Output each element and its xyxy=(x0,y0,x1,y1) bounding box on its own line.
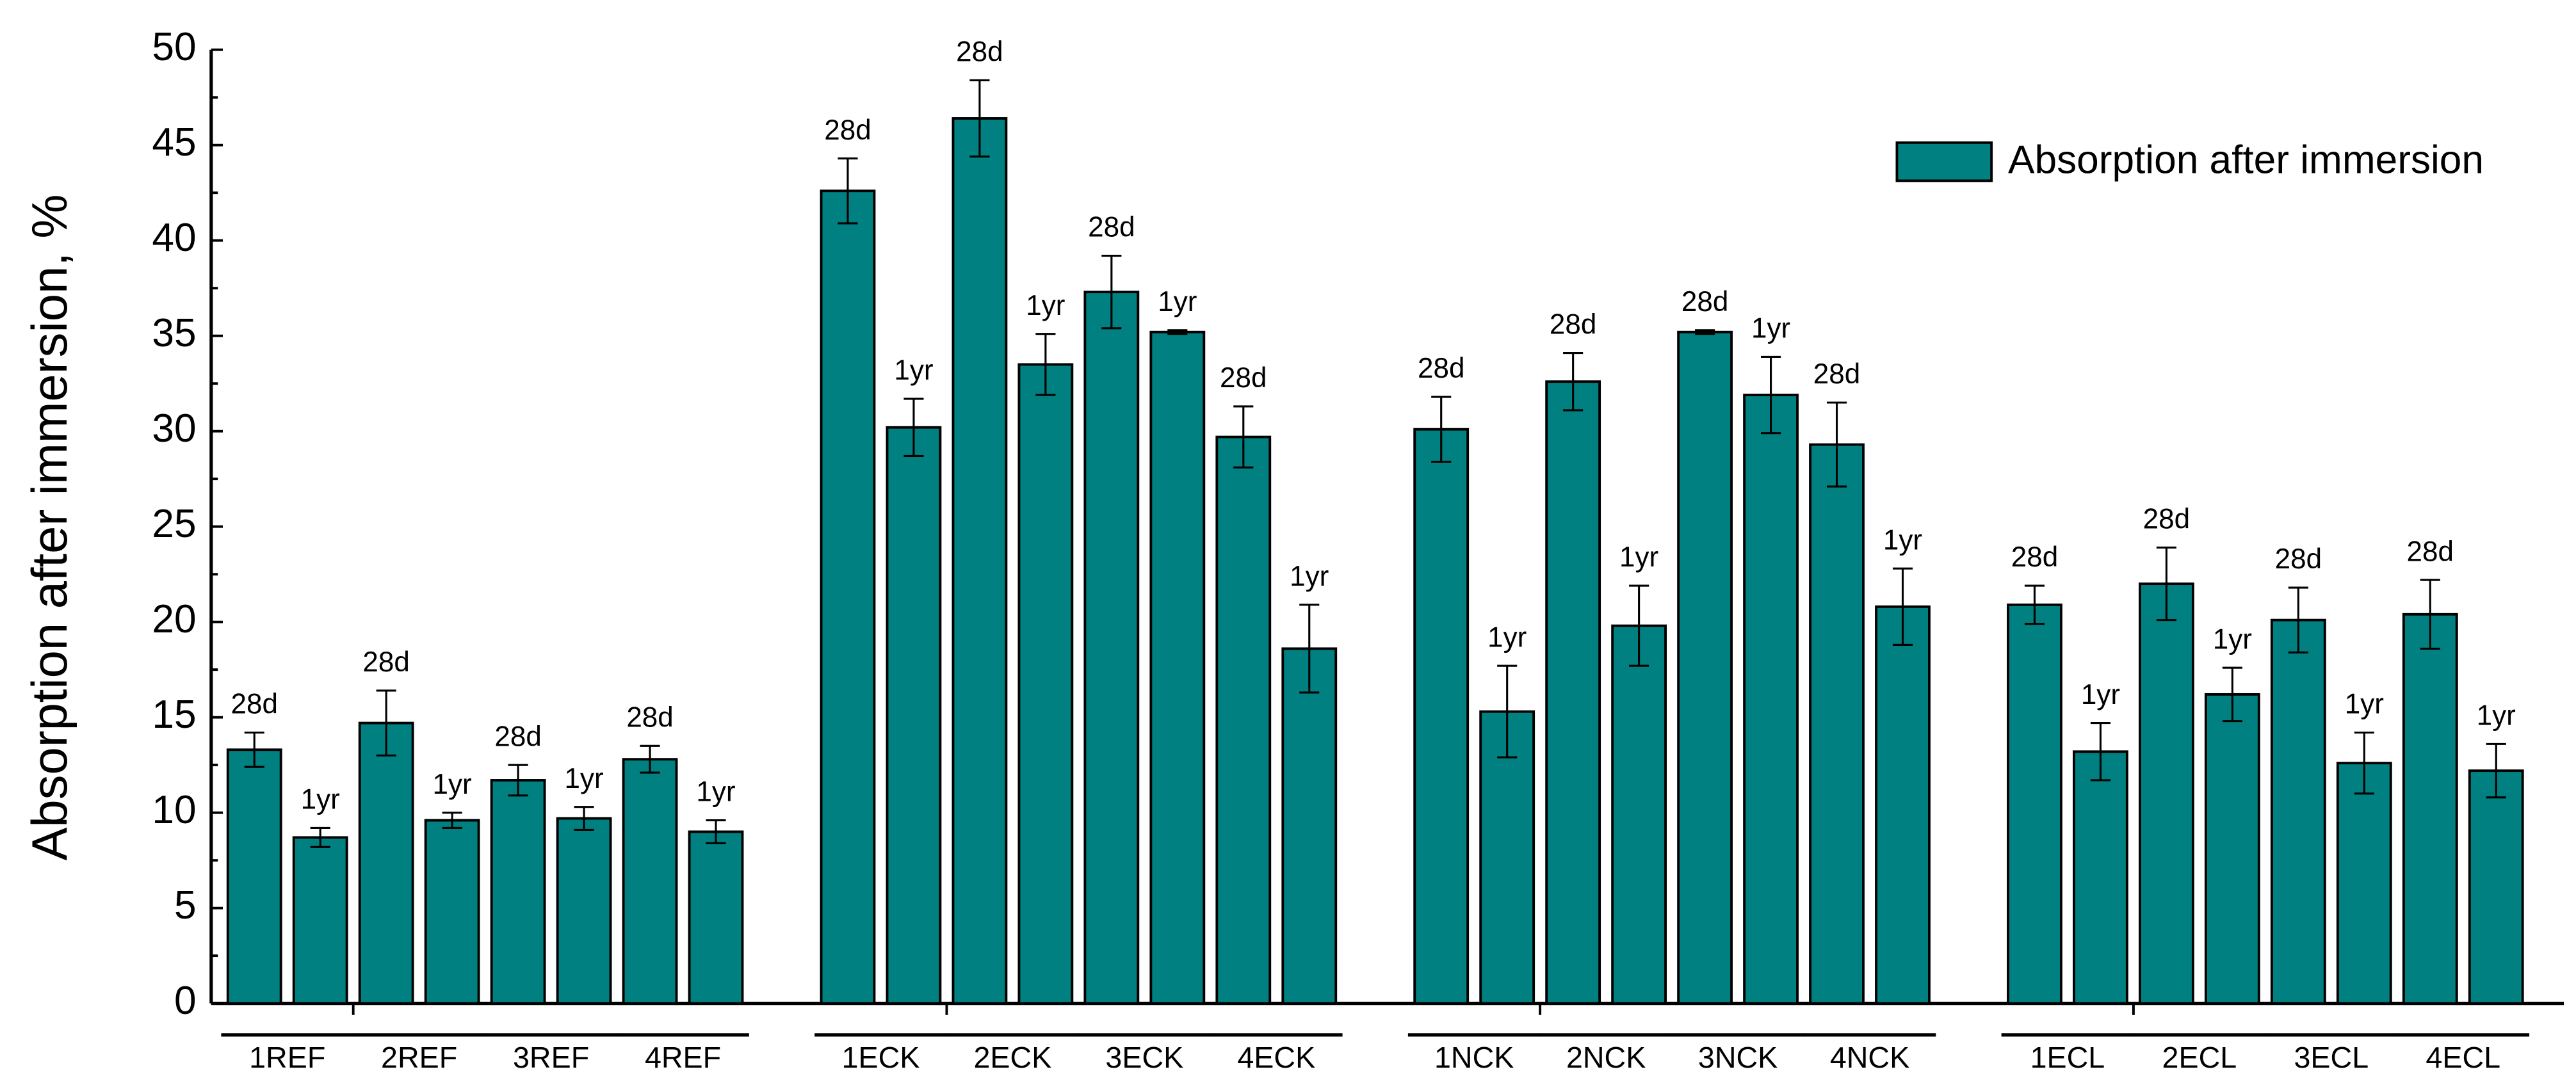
bar-label: 1yr xyxy=(1751,313,1790,344)
group-label: 3NCK xyxy=(1698,1041,1778,1074)
bar-label: 1yr xyxy=(2345,689,2384,720)
bar-label: 28d xyxy=(1813,358,1860,390)
bar-label: 1yr xyxy=(1619,542,1658,573)
group-label: 4REF xyxy=(645,1041,721,1074)
bar-label: 28d xyxy=(2143,504,2190,535)
legend-label: Absorption after immersion xyxy=(2008,138,2484,182)
bar xyxy=(1545,380,1601,1005)
y-tick-label: 10 xyxy=(152,788,196,832)
group-label: 2REF xyxy=(381,1041,457,1074)
bar xyxy=(820,189,876,1005)
y-tick-label: 40 xyxy=(152,216,196,260)
bar-label: 28d xyxy=(362,646,409,678)
bar-label: 28d xyxy=(494,721,541,752)
bar-label: 28d xyxy=(1220,362,1267,394)
bar-label: 1yr xyxy=(894,355,933,386)
group-label: 1ECK xyxy=(842,1041,920,1074)
group-label: 2NCK xyxy=(1566,1041,1646,1074)
bar-label: 1yr xyxy=(2081,679,2120,710)
bar xyxy=(1215,435,1272,1005)
group-label: 4NCK xyxy=(1830,1041,1909,1074)
y-tick-label: 5 xyxy=(174,883,197,927)
group-label: 1ECL xyxy=(2030,1041,2105,1074)
bar xyxy=(1809,443,1865,1005)
y-tick-label: 15 xyxy=(152,693,196,737)
y-tick-label: 25 xyxy=(152,502,196,546)
bar-label: 28d xyxy=(2011,542,2058,573)
bar xyxy=(2204,693,2260,1005)
bar xyxy=(2270,618,2326,1005)
bar xyxy=(1611,624,1667,1005)
bar-label: 28d xyxy=(626,702,673,734)
bar xyxy=(358,721,414,1005)
bar xyxy=(688,830,744,1005)
group-label: 1NCK xyxy=(1434,1041,1514,1074)
bar xyxy=(2138,582,2194,1005)
y-axis-label: Absorption after immersion, % xyxy=(22,194,77,860)
bar xyxy=(1017,363,1074,1005)
bar xyxy=(292,836,348,1005)
bar-label: 28d xyxy=(1550,309,1596,341)
bar-label: 28d xyxy=(1088,212,1135,243)
y-tick-label: 50 xyxy=(152,25,196,69)
bar xyxy=(2336,762,2392,1005)
bar-label: 28d xyxy=(824,115,871,146)
legend-swatch xyxy=(1895,141,1993,182)
group-label: 2ECK xyxy=(973,1041,1051,1074)
y-tick-label: 30 xyxy=(152,406,196,451)
group-label: 4ECL xyxy=(2426,1041,2500,1074)
bar-label: 1yr xyxy=(1883,524,1922,556)
bar-label: 1yr xyxy=(696,776,735,808)
bar xyxy=(1083,291,1140,1005)
bar xyxy=(1281,647,1338,1005)
bar xyxy=(2073,750,2128,1005)
bar-label: 1yr xyxy=(1026,290,1065,321)
bar-label: 1yr xyxy=(2213,623,2252,655)
bar xyxy=(556,817,612,1005)
bar xyxy=(2402,613,2458,1005)
y-tick-label: 35 xyxy=(152,311,196,355)
bar xyxy=(1677,330,1733,1005)
group-label: 3REF xyxy=(513,1041,589,1074)
bar-label: 1yr xyxy=(1158,286,1197,317)
bar-label: 28d xyxy=(1681,286,1728,317)
y-tick-label: 0 xyxy=(174,979,197,1023)
group-label: 4ECK xyxy=(1237,1041,1315,1074)
bar xyxy=(1149,330,1206,1005)
bar-label: 1yr xyxy=(433,769,472,800)
bar xyxy=(226,748,282,1005)
bar-label: 28d xyxy=(231,689,277,720)
bar xyxy=(2468,769,2524,1005)
bar xyxy=(622,758,678,1005)
bar-label: 1yr xyxy=(1487,622,1527,653)
bar xyxy=(1743,394,1799,1005)
group-label: 2ECL xyxy=(2162,1041,2237,1074)
bar xyxy=(490,779,546,1005)
bar-label: 1yr xyxy=(2477,700,2516,732)
bar xyxy=(2007,603,2062,1005)
bar xyxy=(952,117,1008,1005)
bar-label: 28d xyxy=(2275,543,2322,575)
group-label: 3ECK xyxy=(1105,1041,1183,1074)
group-label: 3ECL xyxy=(2294,1041,2369,1074)
bar-label: 1yr xyxy=(1290,561,1329,592)
bar-label: 28d xyxy=(1418,353,1464,384)
bar xyxy=(1875,605,1931,1005)
bar xyxy=(1413,428,1470,1005)
bar-label: 28d xyxy=(2407,536,2454,567)
bar-label: 1yr xyxy=(301,784,340,815)
y-tick-label: 45 xyxy=(152,120,196,164)
y-tick-label: 20 xyxy=(152,597,196,641)
bar-label: 28d xyxy=(956,36,1003,68)
bar-label: 1yr xyxy=(565,763,604,794)
group-label: 1REF xyxy=(249,1041,325,1074)
bar xyxy=(424,819,480,1005)
bar xyxy=(886,426,942,1005)
bar xyxy=(1479,710,1535,1005)
